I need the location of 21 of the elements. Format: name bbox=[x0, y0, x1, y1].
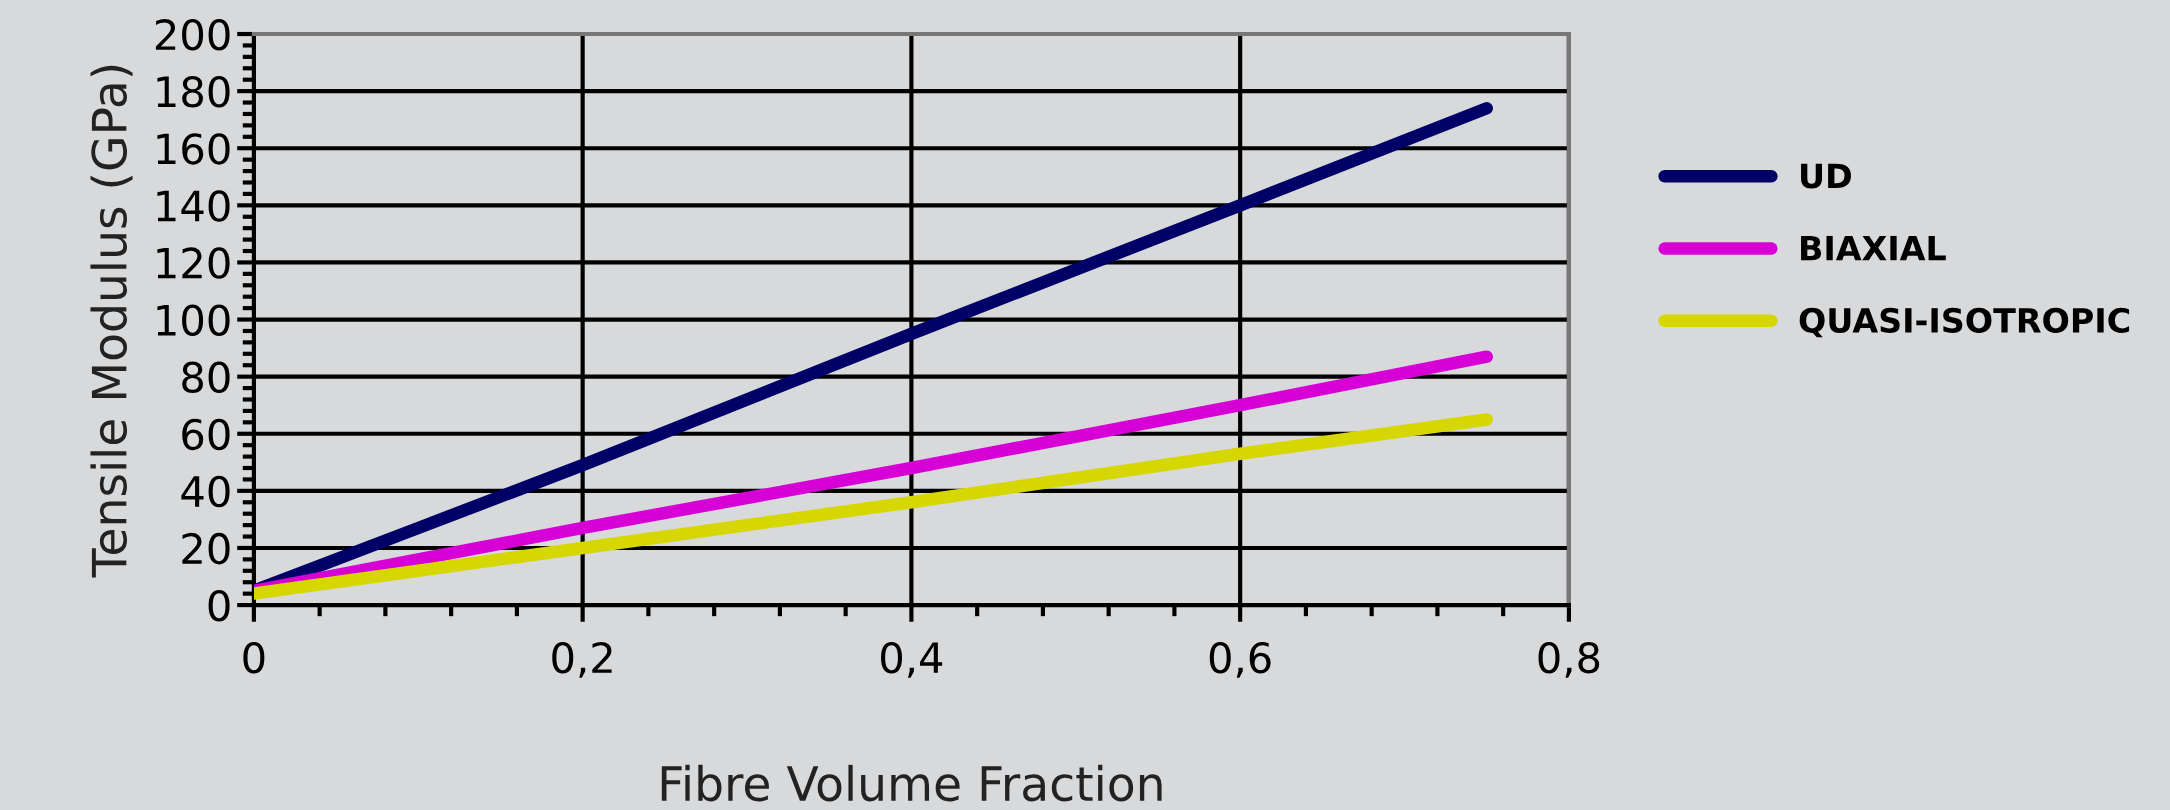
y-tick-label: 120 bbox=[157, 247, 230, 279]
y-tick-label: 60 bbox=[182, 418, 230, 451]
legend-label: UD bbox=[1801, 163, 1851, 189]
y-tick-label: 80 bbox=[182, 361, 230, 394]
x-tick-label: 0,6 bbox=[1209, 641, 1271, 678]
y-tick-label: 100 bbox=[157, 304, 230, 336]
x-axis-title: Fibre Volume Fraction bbox=[661, 764, 1162, 802]
y-tick-label: 40 bbox=[181, 475, 230, 508]
y-tick-label: 180 bbox=[157, 76, 230, 108]
y-tick-label: 160 bbox=[157, 133, 230, 165]
legend-label: QUASI-ISOTROPIC bbox=[1799, 307, 2130, 338]
x-tick-label: 0,8 bbox=[1538, 641, 1600, 678]
y-tick-label: 20 bbox=[182, 532, 230, 565]
y-tick-label: 200 bbox=[155, 18, 230, 51]
x-tick-label: 0 bbox=[243, 641, 265, 674]
y-tick-label: 140 bbox=[157, 190, 230, 222]
legend-label: BIAXIAL bbox=[1801, 235, 1946, 261]
x-tick-label: 0,4 bbox=[881, 641, 943, 678]
x-tick-label: 0,2 bbox=[552, 641, 612, 678]
y-axis-title: Tensile Modulus (GPa) bbox=[90, 65, 133, 578]
y-tick-label: 0 bbox=[208, 589, 230, 622]
